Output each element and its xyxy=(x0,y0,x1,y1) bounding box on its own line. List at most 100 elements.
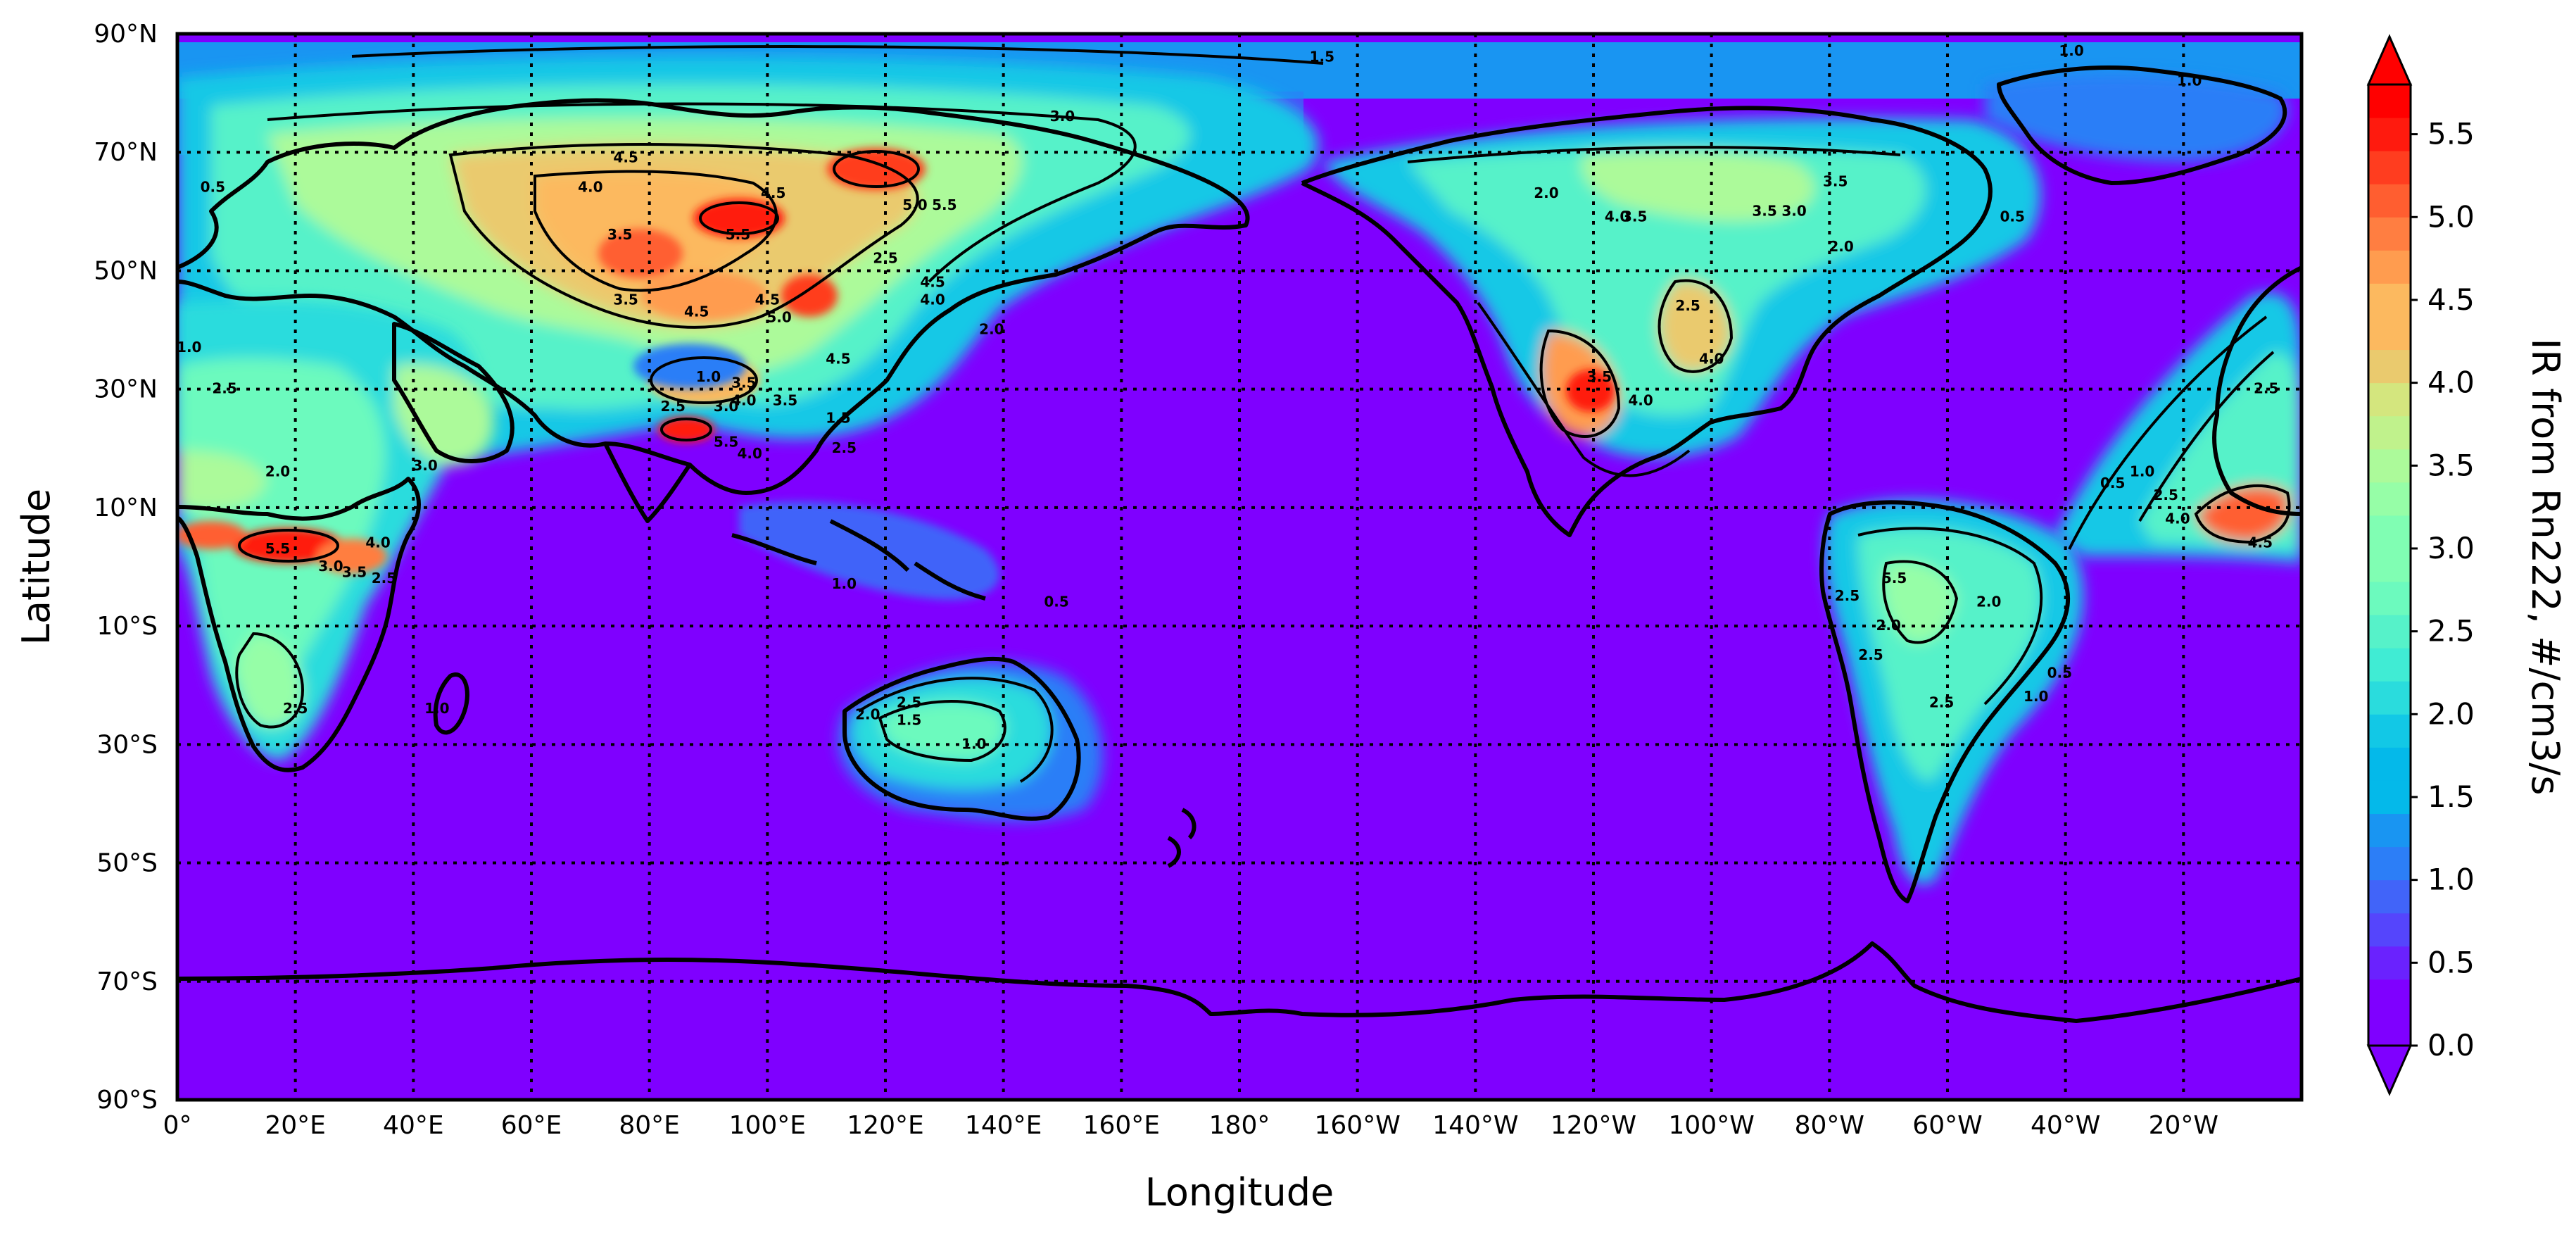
contour-label-text: 5.5 xyxy=(726,226,750,243)
contour-label: 5.5 xyxy=(265,540,290,557)
north-america-hotspot xyxy=(1566,370,1615,412)
contour-label: 1.0 xyxy=(2177,72,2202,89)
africa-coast xyxy=(177,477,421,772)
colorbar-segment xyxy=(2368,846,2411,881)
contour-label-text: 2.5 xyxy=(212,380,236,397)
contour-label: 2.0 xyxy=(1534,184,1558,201)
colorbar: 0.0 0.5 1.0 1.5 2.0 2.5 3.0 3.5 4.0 4.5 5.0 5.5 IR … xyxy=(2366,34,2568,1096)
contour-label: 2.5 xyxy=(1675,297,1700,314)
colorbar-extend-max xyxy=(2366,34,2413,86)
contour-label-text: 3.5 xyxy=(607,226,632,243)
contour-label: 0.5 xyxy=(201,179,225,196)
contour-label: 3.5 xyxy=(1823,173,1848,189)
colorbar-segment xyxy=(2368,382,2411,417)
contour-label: 1.0 xyxy=(832,575,857,592)
colorbar-segment xyxy=(2368,913,2411,947)
x-tick-label: 180° xyxy=(1209,1111,1270,1140)
contour-label-text: 1.0 xyxy=(961,735,986,752)
contour-label: 4.5 xyxy=(761,184,785,201)
contour-label: 4.0 xyxy=(578,179,602,196)
contour-label: 5.5 xyxy=(932,196,956,213)
contour-label-text: 1.0 xyxy=(832,575,857,592)
colorbar-tick-label: 4.0 xyxy=(2427,365,2475,400)
colorbar-segment xyxy=(2368,1012,2411,1046)
y-axis-title: Latitude xyxy=(14,489,58,645)
contour-label: 1.5 xyxy=(897,712,921,729)
contour-label: 2.5 xyxy=(372,570,396,587)
africa-hotspot xyxy=(177,521,387,574)
contour-label: 0.5 xyxy=(2100,475,2125,491)
contour-label-text: 1.5 xyxy=(897,712,921,729)
contour-label: 3.0 xyxy=(714,398,738,415)
contour-label-text: 2.5 xyxy=(283,700,308,717)
y-tick-label: 30°S xyxy=(96,730,158,759)
contour-label: 0.5 xyxy=(1044,593,1068,610)
contour-label-text: 5.5 xyxy=(1882,570,1907,587)
contour-label: 2.0 xyxy=(855,706,880,722)
west-africa-field xyxy=(2055,292,2302,563)
contour-label-text: 3.5 xyxy=(613,291,638,308)
x-tick-label: 60°W xyxy=(1912,1111,1982,1140)
australia-coast xyxy=(842,656,1081,821)
y-tick-label: 10°N xyxy=(94,494,158,522)
x-tick-label: 40°E xyxy=(383,1111,444,1140)
contour-label: 2.5 xyxy=(832,439,857,456)
colorbar-segments xyxy=(2368,84,2411,1046)
contour-label: 2.5 xyxy=(897,694,921,710)
contour-label-text: 4.0 xyxy=(1605,208,1629,225)
colorbar-segment xyxy=(2368,714,2411,748)
contour-label: 5.0 xyxy=(902,196,927,213)
contour-label-text: 1.0 xyxy=(2177,72,2202,89)
contour-label: 1.5 xyxy=(826,410,850,427)
contour-label: 1.5 xyxy=(1310,49,1334,65)
contour-label: 5.5 xyxy=(726,226,750,243)
contour-label-text: 5.5 xyxy=(714,433,738,450)
y-tick-label: 70°S xyxy=(96,967,158,996)
colorbar-label: IR from Rn222, #/cm3/s xyxy=(2523,338,2568,795)
greenland-field xyxy=(1985,75,2288,162)
contour-label: 0.5 xyxy=(2047,664,2072,681)
contour-label-text: 2.0 xyxy=(1829,238,1853,255)
x-tick-label: 40°W xyxy=(2031,1111,2100,1140)
y-tick-label: 50°S xyxy=(96,849,158,878)
contour-label: 3.0 xyxy=(1050,108,1075,125)
x-tick-label: 60°E xyxy=(501,1111,562,1140)
x-tick-label: 20°W xyxy=(2149,1111,2218,1140)
contour-label-text: 4.5 xyxy=(684,303,709,320)
y-tick-labels: 90°N 70°N 50°N 30°N 10°N 10°S 30°S 50°S 70°S 90°S xyxy=(94,20,158,1115)
contour-label-text: 1.0 xyxy=(177,339,201,356)
contour-label-text: 3.0 xyxy=(1050,108,1075,125)
indonesia-coast xyxy=(731,519,986,601)
contour-label-text: 3.5 xyxy=(1823,173,1848,189)
eurasia-hotspots xyxy=(598,148,926,442)
contour-label-text: 3.5 xyxy=(1587,368,1612,385)
contour-label-text: 0.5 xyxy=(1044,593,1068,610)
colorbar-frame xyxy=(2367,83,2412,1047)
contour-label-text: 4.0 xyxy=(1628,391,1653,408)
contour-label: 2.0 xyxy=(265,463,290,479)
contour-label: 3.5 xyxy=(342,563,367,580)
colorbar-segment xyxy=(2368,979,2411,1013)
contour-label-text: 1.0 xyxy=(2130,463,2154,479)
contour-label-text: 1.0 xyxy=(424,700,449,717)
contour-label: 3.0 xyxy=(412,457,437,474)
north-america-coast xyxy=(1301,106,1993,537)
colorbar-segment xyxy=(2368,747,2411,781)
contour-label: 2.0 xyxy=(1976,593,2001,610)
madagascar-coast xyxy=(433,672,469,735)
contour-label: 3.5 xyxy=(607,226,632,243)
contour-label: 3.5 xyxy=(1587,368,1612,385)
coastlines xyxy=(177,65,2302,1023)
colorbar-segment xyxy=(2368,681,2411,715)
x-tick-labels: 0° 20°E 40°E 60°E 80°E 100°E 120°E 140°E 160°E 18… xyxy=(163,1111,2218,1140)
colorbar-tick-label: 1.5 xyxy=(2427,779,2475,814)
contour-label-text: 2.0 xyxy=(1876,617,1900,634)
contour-label: 3.5 xyxy=(731,374,756,391)
contour-label: 2.0 xyxy=(1876,617,1900,634)
x-tick-label: 20°E xyxy=(265,1111,326,1140)
contour-label: 3.5 xyxy=(613,291,638,308)
colorbar-tick-label: 0.5 xyxy=(2427,945,2475,979)
contour-label: 0.5 xyxy=(2000,208,2024,225)
contour-label: 3.0 xyxy=(318,558,343,575)
colorbar-tick-label: 5.0 xyxy=(2427,199,2475,234)
